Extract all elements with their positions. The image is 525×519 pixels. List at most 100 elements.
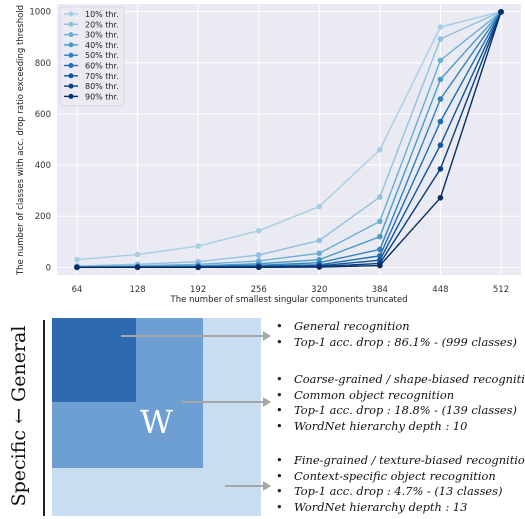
legend-label: 70% thr. bbox=[85, 72, 119, 81]
x-tick-label: 192 bbox=[190, 285, 206, 295]
legend-item: 80% thr. bbox=[64, 82, 119, 91]
list-item: Coarse-grained / shape-biased recognitio… bbox=[276, 372, 525, 388]
data-point bbox=[316, 264, 323, 270]
data-point bbox=[74, 264, 80, 271]
series-line bbox=[77, 11, 502, 269]
legend-label: 10% thr. bbox=[85, 10, 119, 19]
data-point bbox=[437, 76, 444, 83]
group-fine: Fine-grained / texture-biased recognitio… bbox=[276, 453, 525, 515]
list-item: Common object recognition bbox=[276, 388, 525, 404]
legend-marker bbox=[68, 11, 74, 17]
list-item: Context-specific object recognition bbox=[276, 469, 525, 485]
data-point bbox=[437, 194, 444, 201]
matrix-w-label: W bbox=[140, 403, 173, 441]
x-ticks: 64 128 192 256 320 384 448 512 bbox=[72, 285, 510, 295]
legend-item: 10% thr. bbox=[64, 10, 119, 19]
legend-marker bbox=[68, 63, 74, 68]
y-tick-label: 800 bbox=[35, 59, 51, 69]
arrow-general bbox=[121, 331, 271, 341]
data-point bbox=[437, 166, 444, 172]
legend-label: 20% thr. bbox=[85, 20, 119, 29]
data-point bbox=[377, 233, 383, 240]
data-point bbox=[255, 264, 262, 271]
data-point bbox=[195, 243, 201, 249]
data-point bbox=[377, 218, 383, 225]
list-item: Top-1 acc. drop : 18.8% - (139 classes) bbox=[276, 403, 525, 419]
data-point bbox=[498, 9, 504, 15]
data-point bbox=[437, 96, 444, 102]
y-tick-label: 400 bbox=[35, 161, 51, 171]
data-point bbox=[437, 57, 444, 64]
data-point bbox=[134, 264, 141, 271]
legend-marker bbox=[68, 73, 74, 79]
data-point bbox=[255, 227, 262, 234]
legend-label: 80% thr. bbox=[85, 82, 119, 91]
data-point bbox=[377, 246, 383, 253]
x-tick-label: 512 bbox=[493, 285, 509, 295]
legend-item: 70% thr. bbox=[64, 72, 119, 81]
legend-marker bbox=[68, 83, 74, 89]
data-point bbox=[316, 203, 323, 210]
legend-item: 30% thr. bbox=[64, 31, 119, 40]
legend-marker bbox=[68, 93, 74, 99]
series-9 bbox=[74, 9, 504, 271]
data-point bbox=[437, 36, 444, 42]
x-tick-label: 320 bbox=[311, 285, 327, 295]
y-axis-label: The number of classes with acc. drop rat… bbox=[16, 5, 26, 276]
data-point bbox=[437, 24, 444, 30]
legend-label: 30% thr. bbox=[85, 31, 119, 40]
x-tick-label: 256 bbox=[251, 285, 267, 295]
x-axis-label: The number of smallest singular componen… bbox=[170, 295, 408, 305]
data-point bbox=[377, 146, 383, 153]
group-general: General recognition Top-1 acc. drop : 86… bbox=[276, 319, 517, 350]
legend-label: 40% thr. bbox=[85, 41, 119, 50]
x-tick-label: 448 bbox=[432, 285, 448, 295]
series-lines bbox=[74, 8, 504, 271]
x-tick-label: 384 bbox=[372, 285, 388, 295]
data-point bbox=[255, 252, 262, 258]
y-ticks: 0 200 400 600 800 1000 bbox=[29, 8, 51, 274]
data-point bbox=[316, 250, 323, 257]
data-point bbox=[195, 264, 201, 271]
legend-item: 40% thr. bbox=[64, 41, 119, 50]
legend-item: 20% thr. bbox=[64, 20, 119, 29]
legend-marker bbox=[68, 21, 74, 27]
data-point bbox=[437, 118, 444, 125]
specificity-axis-line bbox=[43, 320, 45, 516]
legend-item: 50% thr. bbox=[64, 51, 119, 60]
series-line bbox=[76, 10, 502, 261]
legend-label: 60% thr. bbox=[85, 62, 119, 71]
x-tick-label: 64 bbox=[72, 285, 83, 295]
legend-label: 50% thr. bbox=[85, 51, 119, 60]
y-tick-label: 1000 bbox=[29, 8, 51, 18]
group-coarse: Coarse-grained / shape-biased recognitio… bbox=[276, 372, 525, 434]
x-tick-label: 128 bbox=[129, 285, 145, 295]
arrow-coarse bbox=[182, 397, 271, 407]
list-item: WordNet hierarchy depth : 10 bbox=[276, 419, 525, 435]
weight-matrix-inner-region bbox=[52, 318, 136, 402]
legend-box bbox=[59, 6, 125, 107]
list-item: Fine-grained / texture-biased recognitio… bbox=[276, 453, 525, 469]
legend-marker bbox=[68, 32, 74, 38]
specificity-axis-label: Specific ← General bbox=[2, 322, 36, 510]
data-point bbox=[316, 237, 323, 244]
y-tick-label: 0 bbox=[46, 263, 51, 273]
legend: 10% thr.20% thr. 30% thr.40% thr.50% thr.… bbox=[59, 6, 125, 107]
specificity-label-text: Specific ← General bbox=[8, 325, 30, 507]
data-point bbox=[377, 262, 383, 269]
y-tick-label: 200 bbox=[35, 212, 51, 222]
legend-marker bbox=[68, 52, 74, 58]
data-point bbox=[74, 256, 80, 263]
arrow-fine bbox=[225, 481, 271, 491]
data-point bbox=[134, 251, 141, 258]
list-item: General recognition bbox=[276, 319, 517, 335]
legend-label: 90% thr. bbox=[85, 92, 119, 101]
list-item: Top-1 acc. drop : 86.1% - (999 classes) bbox=[276, 335, 517, 351]
line-chart: 0 200 400 600 800 1000 64 128 192 256 320 384 448 51… bbox=[16, 4, 521, 305]
data-point bbox=[377, 194, 383, 200]
legend-item: 60% thr. bbox=[64, 62, 119, 71]
series-line bbox=[76, 11, 502, 268]
data-point bbox=[437, 142, 444, 148]
list-item: WordNet hierarchy depth : 13 bbox=[276, 500, 525, 516]
y-tick-label: 600 bbox=[35, 110, 51, 120]
